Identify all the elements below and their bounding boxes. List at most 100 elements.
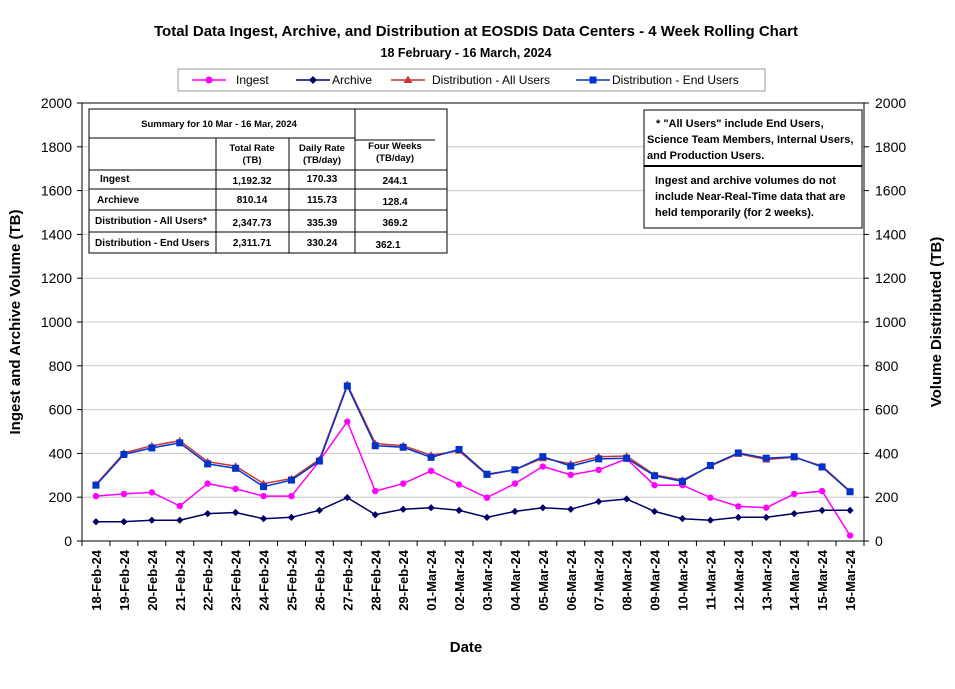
x-tick-label: 29-Feb-24	[396, 549, 411, 610]
point-archive	[315, 506, 323, 514]
summary-row-archive: Archieve 810.14 115.73 128.4	[97, 195, 408, 208]
point-archive	[650, 507, 659, 516]
summary-header-total-1: Total Rate	[229, 143, 274, 154]
x-tick-label: 08-Mar-24	[620, 549, 635, 610]
chart-subtitle: 18 February - 16 March, 2024	[381, 46, 552, 60]
summary-row-label: Distribution - All Users*	[95, 216, 207, 227]
point-archive	[92, 518, 100, 526]
point-ingest	[735, 503, 742, 510]
point-distribution-end-users	[343, 382, 351, 390]
x-tick-label: 27-Feb-24	[340, 549, 355, 610]
point-archive	[818, 506, 826, 514]
x-tick-label: 16-Mar-24	[843, 549, 858, 610]
y-tick-label-left: 1800	[41, 139, 72, 155]
summary-row-daily: 335.39	[307, 218, 338, 229]
y-tick-label-left: 1200	[41, 270, 72, 286]
point-archive	[343, 494, 351, 502]
point-archive	[427, 504, 435, 512]
point-distribution-end-users	[399, 443, 407, 451]
point-ingest	[232, 485, 239, 493]
series-ingest	[92, 418, 854, 539]
chart-title: Total Data Ingest, Archive, and Distribu…	[154, 23, 798, 40]
y-tick-label-left: 400	[49, 445, 73, 461]
summary-row-daily: 170.33	[307, 174, 338, 185]
x-tick-label: 20-Feb-24	[145, 549, 160, 610]
x-tick-label: 18-Feb-24	[89, 549, 104, 610]
point-distribution-end-users	[455, 445, 463, 453]
x-tick-label: 12-Mar-24	[731, 549, 746, 610]
point-distribution-end-users	[92, 481, 100, 489]
x-tick-label: 04-Mar-24	[508, 549, 523, 610]
y-tick-label-left: 800	[49, 358, 73, 374]
point-distribution-end-users	[204, 460, 212, 468]
x-tick-label: 26-Feb-24	[312, 549, 327, 610]
series	[91, 380, 855, 539]
point-ingest	[288, 492, 295, 500]
legend-item-distribution-all: Distribution - All Users	[391, 73, 550, 87]
summary-row-ingest: Ingest 1,192.32 170.33 244.1	[100, 174, 408, 187]
summary-row-daily: 115.73	[307, 195, 337, 206]
x-tick-label: 14-Mar-24	[787, 549, 802, 610]
x-tick-label: 02-Mar-24	[452, 549, 467, 610]
point-distribution-end-users	[706, 461, 714, 469]
x-tick-label: 06-Mar-24	[564, 549, 579, 610]
point-distribution-end-users	[120, 450, 128, 458]
y-tick-label-right: 1800	[875, 139, 906, 155]
y-tick-label-right: 1200	[875, 270, 906, 286]
point-ingest	[176, 502, 183, 510]
summary-row-total: 2,311.71	[233, 238, 272, 249]
x-tick-label: 13-Mar-24	[759, 549, 774, 610]
note-nrt-line-1: Ingest and archive volumes do not	[655, 175, 836, 187]
legend-item-ingest: Ingest	[192, 73, 269, 87]
summary-row-total: 2,347.73	[233, 218, 272, 229]
point-ingest	[399, 480, 407, 487]
point-archive	[511, 507, 519, 516]
x-tick-label: 23-Feb-24	[229, 549, 244, 610]
point-ingest	[260, 492, 267, 500]
point-distribution-end-users	[287, 476, 295, 484]
legend-item-archive: Archive	[296, 73, 372, 87]
line-distribution-end-users	[95, 383, 851, 493]
point-ingest	[92, 492, 100, 500]
point-distribution-end-users	[427, 453, 435, 461]
note-all-users-line-1: * "All Users" include End Users,	[656, 118, 824, 130]
point-archive	[483, 513, 491, 521]
x-tick-label: 21-Feb-24	[173, 549, 188, 610]
note-all-users-line-3: and Production Users.	[647, 150, 764, 162]
note-all-users-line-2: Science Team Members, Internal Users,	[647, 134, 853, 146]
y-tick-label-right: 200	[875, 489, 899, 505]
legend-marker-archive	[309, 76, 317, 84]
notes-box: * "All Users" include End Users, Science…	[643, 109, 863, 229]
summary-row-four-weeks: 244.1	[382, 176, 407, 187]
point-distribution-end-users	[678, 477, 686, 485]
summary-row-total: 810.14	[237, 195, 268, 206]
point-archive	[734, 513, 742, 521]
summary-row-label: Distribution - End Users	[95, 238, 210, 249]
legend: Ingest Archive Distribution - All Users …	[177, 68, 766, 92]
y-tick-label-right: 1000	[875, 314, 906, 330]
summary-header-daily-1: Daily Rate	[299, 143, 345, 154]
point-archive	[148, 516, 156, 524]
summary-row-label: Ingest	[100, 174, 130, 185]
x-tick-label: 05-Mar-24	[536, 549, 551, 610]
legend-label-ingest: Ingest	[236, 73, 269, 87]
x-tick-label: 24-Feb-24	[257, 549, 272, 610]
summary-row-label: Archieve	[97, 195, 140, 206]
point-ingest	[483, 494, 491, 501]
point-archive	[232, 508, 240, 517]
y-axis-right-title: Volume Distributed (TB)	[928, 237, 945, 408]
legend-label-archive: Archive	[332, 73, 372, 87]
point-distribution-end-users	[148, 444, 156, 452]
point-ingest	[567, 471, 574, 479]
point-archive	[204, 510, 212, 518]
point-archive	[539, 504, 547, 512]
summary-row-four-weeks: 362.1	[375, 240, 400, 251]
point-distribution-end-users	[651, 472, 659, 480]
point-distribution-end-users	[315, 457, 323, 465]
y-axis-left: 0 200 400 600 800 1000 1200 1400 1600 1800 2000	[41, 95, 82, 549]
y-tick-label-left: 0	[64, 533, 72, 549]
x-tick-label: 03-Mar-24	[480, 549, 495, 610]
point-archive	[623, 495, 631, 503]
summary-row-total: 1,192.32	[233, 176, 272, 187]
x-tick-label: 28-Feb-24	[368, 549, 383, 610]
